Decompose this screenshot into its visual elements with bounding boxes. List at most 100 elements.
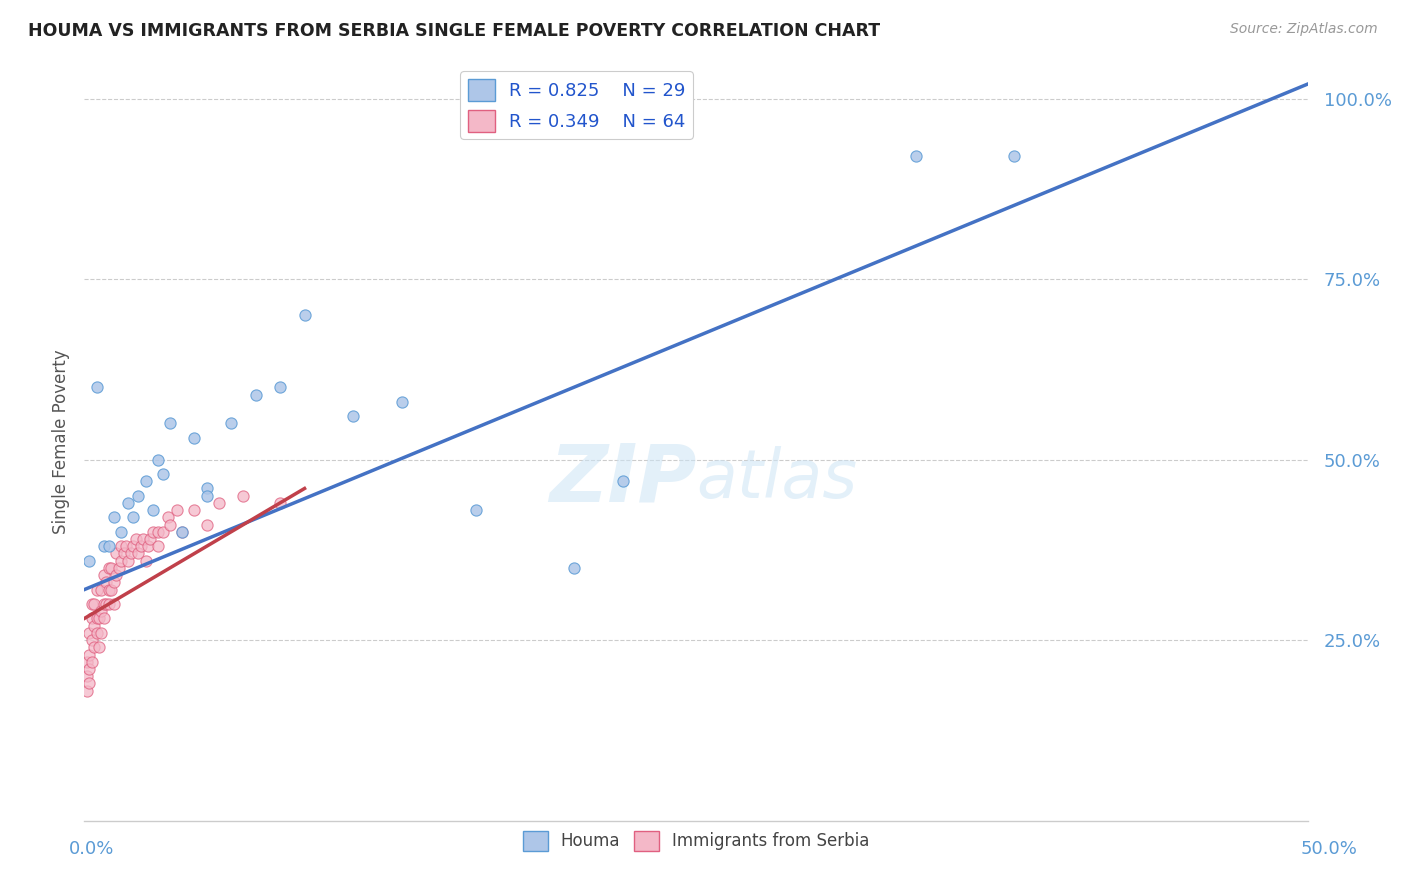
Point xyxy=(97,582,120,597)
Point xyxy=(86,611,108,625)
Point xyxy=(135,554,157,568)
Point xyxy=(136,539,159,553)
Point xyxy=(172,524,194,539)
Point xyxy=(142,503,165,517)
Point xyxy=(122,539,145,553)
Point xyxy=(129,539,152,553)
Legend: Houma, Immigrants from Serbia: Houma, Immigrants from Serbia xyxy=(516,824,876,858)
Point xyxy=(146,452,169,467)
Point xyxy=(86,582,108,597)
Point xyxy=(107,561,129,575)
Point xyxy=(195,489,218,503)
Point xyxy=(87,640,110,655)
Point xyxy=(97,597,120,611)
Point xyxy=(93,597,115,611)
Point xyxy=(159,417,181,431)
Point xyxy=(195,517,218,532)
Point xyxy=(100,561,122,575)
Point xyxy=(166,503,188,517)
Point xyxy=(294,308,316,322)
Point xyxy=(112,546,135,560)
Point xyxy=(87,611,110,625)
Point xyxy=(83,640,105,655)
Point xyxy=(132,532,155,546)
Point xyxy=(77,554,100,568)
Point xyxy=(905,149,928,163)
Point xyxy=(77,676,100,690)
Point xyxy=(195,482,218,496)
Point xyxy=(156,510,179,524)
Text: HOUMA VS IMMIGRANTS FROM SERBIA SINGLE FEMALE POVERTY CORRELATION CHART: HOUMA VS IMMIGRANTS FROM SERBIA SINGLE F… xyxy=(28,22,880,40)
Point xyxy=(115,539,138,553)
Point xyxy=(152,524,174,539)
Point xyxy=(117,496,139,510)
Point xyxy=(159,517,181,532)
Point xyxy=(86,626,108,640)
Point xyxy=(80,611,103,625)
Point xyxy=(76,669,98,683)
Point xyxy=(152,467,174,481)
Point xyxy=(219,417,242,431)
Point xyxy=(208,496,231,510)
Point xyxy=(612,475,634,489)
Point xyxy=(93,568,115,582)
Point xyxy=(183,503,205,517)
Point xyxy=(90,582,112,597)
Point xyxy=(103,510,125,524)
Text: atlas: atlas xyxy=(696,447,858,512)
Point xyxy=(86,380,108,394)
Point xyxy=(93,539,115,553)
Point xyxy=(105,546,128,560)
Point xyxy=(76,683,98,698)
Y-axis label: Single Female Poverty: Single Female Poverty xyxy=(52,350,70,533)
Point xyxy=(77,662,100,676)
Point xyxy=(245,387,267,401)
Point xyxy=(232,489,254,503)
Point xyxy=(342,409,364,424)
Point xyxy=(90,626,112,640)
Point xyxy=(103,597,125,611)
Point xyxy=(142,524,165,539)
Point xyxy=(464,503,486,517)
Point xyxy=(77,648,100,662)
Point xyxy=(110,539,132,553)
Text: Source: ZipAtlas.com: Source: ZipAtlas.com xyxy=(1230,22,1378,37)
Point xyxy=(90,604,112,618)
Point xyxy=(269,496,291,510)
Point xyxy=(96,597,118,611)
Point xyxy=(122,510,145,524)
Point xyxy=(93,611,115,625)
Point xyxy=(127,489,149,503)
Text: 0.0%: 0.0% xyxy=(69,840,114,858)
Point xyxy=(391,394,413,409)
Point xyxy=(80,655,103,669)
Point xyxy=(103,575,125,590)
Text: 50.0%: 50.0% xyxy=(1301,840,1357,858)
Point xyxy=(110,554,132,568)
Point xyxy=(562,561,585,575)
Point xyxy=(146,539,169,553)
Point xyxy=(77,626,100,640)
Point xyxy=(76,655,98,669)
Point xyxy=(1002,149,1025,163)
Point xyxy=(146,524,169,539)
Point xyxy=(127,546,149,560)
Point xyxy=(183,431,205,445)
Point xyxy=(96,575,118,590)
Point xyxy=(117,554,139,568)
Point xyxy=(139,532,162,546)
Point xyxy=(120,546,142,560)
Point xyxy=(135,475,157,489)
Point xyxy=(105,568,128,582)
Point xyxy=(100,582,122,597)
Point xyxy=(83,618,105,632)
Point xyxy=(97,539,120,553)
Point xyxy=(110,524,132,539)
Text: ZIP: ZIP xyxy=(548,441,696,518)
Point xyxy=(83,597,105,611)
Point xyxy=(80,633,103,648)
Point xyxy=(80,597,103,611)
Point xyxy=(172,524,194,539)
Point xyxy=(97,561,120,575)
Point xyxy=(125,532,148,546)
